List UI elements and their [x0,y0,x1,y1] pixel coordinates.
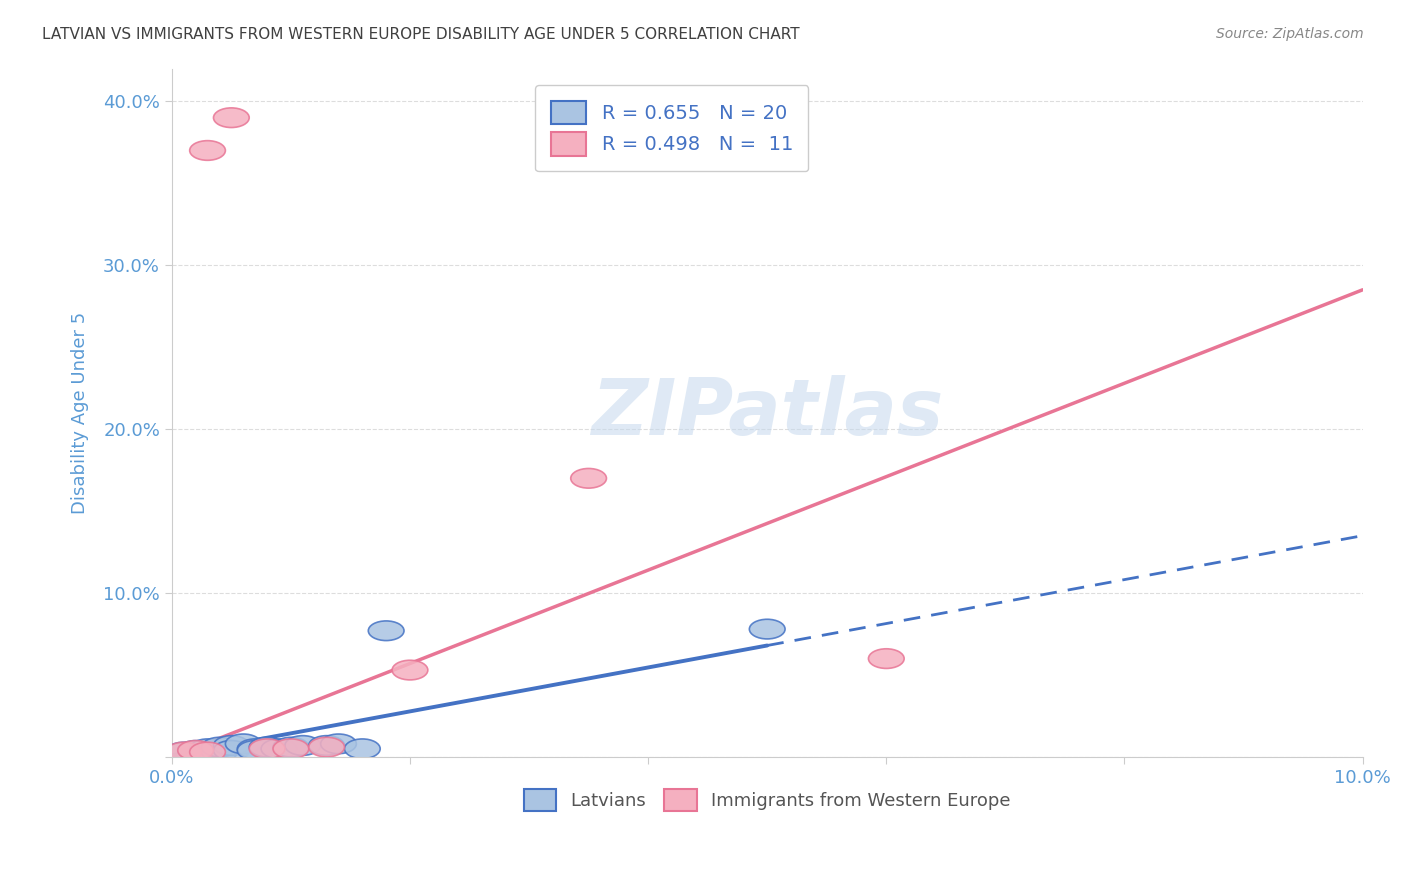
Ellipse shape [177,740,214,760]
Ellipse shape [869,648,904,668]
Ellipse shape [321,734,356,754]
Ellipse shape [749,619,785,639]
Y-axis label: Disability Age Under 5: Disability Age Under 5 [72,311,89,514]
Ellipse shape [190,739,225,758]
Ellipse shape [190,742,225,762]
Text: ZIPatlas: ZIPatlas [591,375,943,450]
Ellipse shape [190,742,225,762]
Text: LATVIAN VS IMMIGRANTS FROM WESTERN EUROPE DISABILITY AGE UNDER 5 CORRELATION CHA: LATVIAN VS IMMIGRANTS FROM WESTERN EUROP… [42,27,800,42]
Ellipse shape [177,740,214,760]
Ellipse shape [249,739,285,758]
Ellipse shape [285,736,321,756]
Ellipse shape [392,660,427,680]
Ellipse shape [238,739,273,758]
Ellipse shape [344,739,380,758]
Ellipse shape [309,736,344,756]
Legend: Latvians, Immigrants from Western Europe: Latvians, Immigrants from Western Europe [510,776,1024,823]
Text: Source: ZipAtlas.com: Source: ZipAtlas.com [1216,27,1364,41]
Ellipse shape [201,742,238,762]
Ellipse shape [368,621,404,640]
Ellipse shape [249,738,285,757]
Ellipse shape [238,740,273,760]
Ellipse shape [201,738,238,757]
Ellipse shape [273,739,309,758]
Ellipse shape [214,108,249,128]
Ellipse shape [190,141,225,161]
Ellipse shape [225,734,262,754]
Ellipse shape [214,740,249,760]
Ellipse shape [571,468,606,488]
Ellipse shape [166,742,201,762]
Ellipse shape [214,736,249,756]
Ellipse shape [273,738,309,757]
Ellipse shape [166,742,201,762]
Ellipse shape [262,739,297,758]
Ellipse shape [309,738,344,757]
